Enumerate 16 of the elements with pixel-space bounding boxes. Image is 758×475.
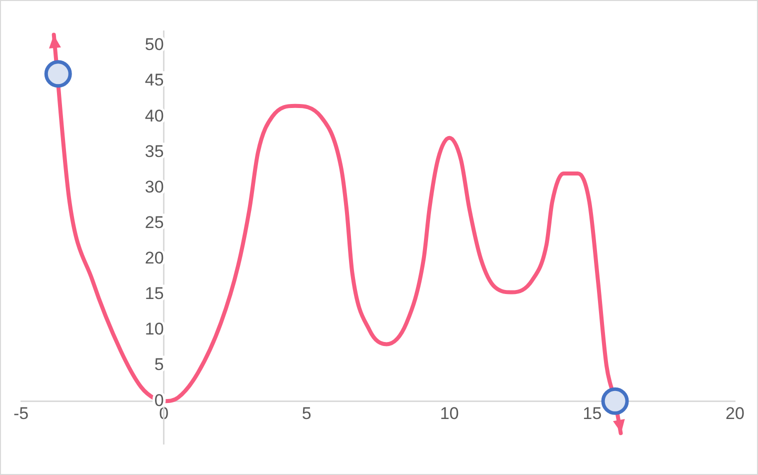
y-tick-label: 5 <box>154 355 164 374</box>
y-tick-label: 50 <box>144 35 164 54</box>
y-tick-label: 25 <box>144 212 164 232</box>
y-tick-label: 40 <box>144 106 164 126</box>
y-tick-label: 30 <box>144 177 164 196</box>
y-tick-label: 15 <box>144 284 164 304</box>
x-tick-label: 20 <box>726 404 744 424</box>
x-tick-label: 5 <box>302 404 312 424</box>
x-tick-label: -5 <box>13 404 29 424</box>
x-tick-label: 15 <box>582 404 602 424</box>
y-tick-label: 35 <box>144 142 164 161</box>
y-tick-label: 20 <box>144 248 164 268</box>
y-tick-label: 45 <box>144 70 164 90</box>
line-series <box>52 32 623 436</box>
x-tick-label: 10 <box>440 404 459 424</box>
y-tick-label: 10 <box>144 320 164 339</box>
